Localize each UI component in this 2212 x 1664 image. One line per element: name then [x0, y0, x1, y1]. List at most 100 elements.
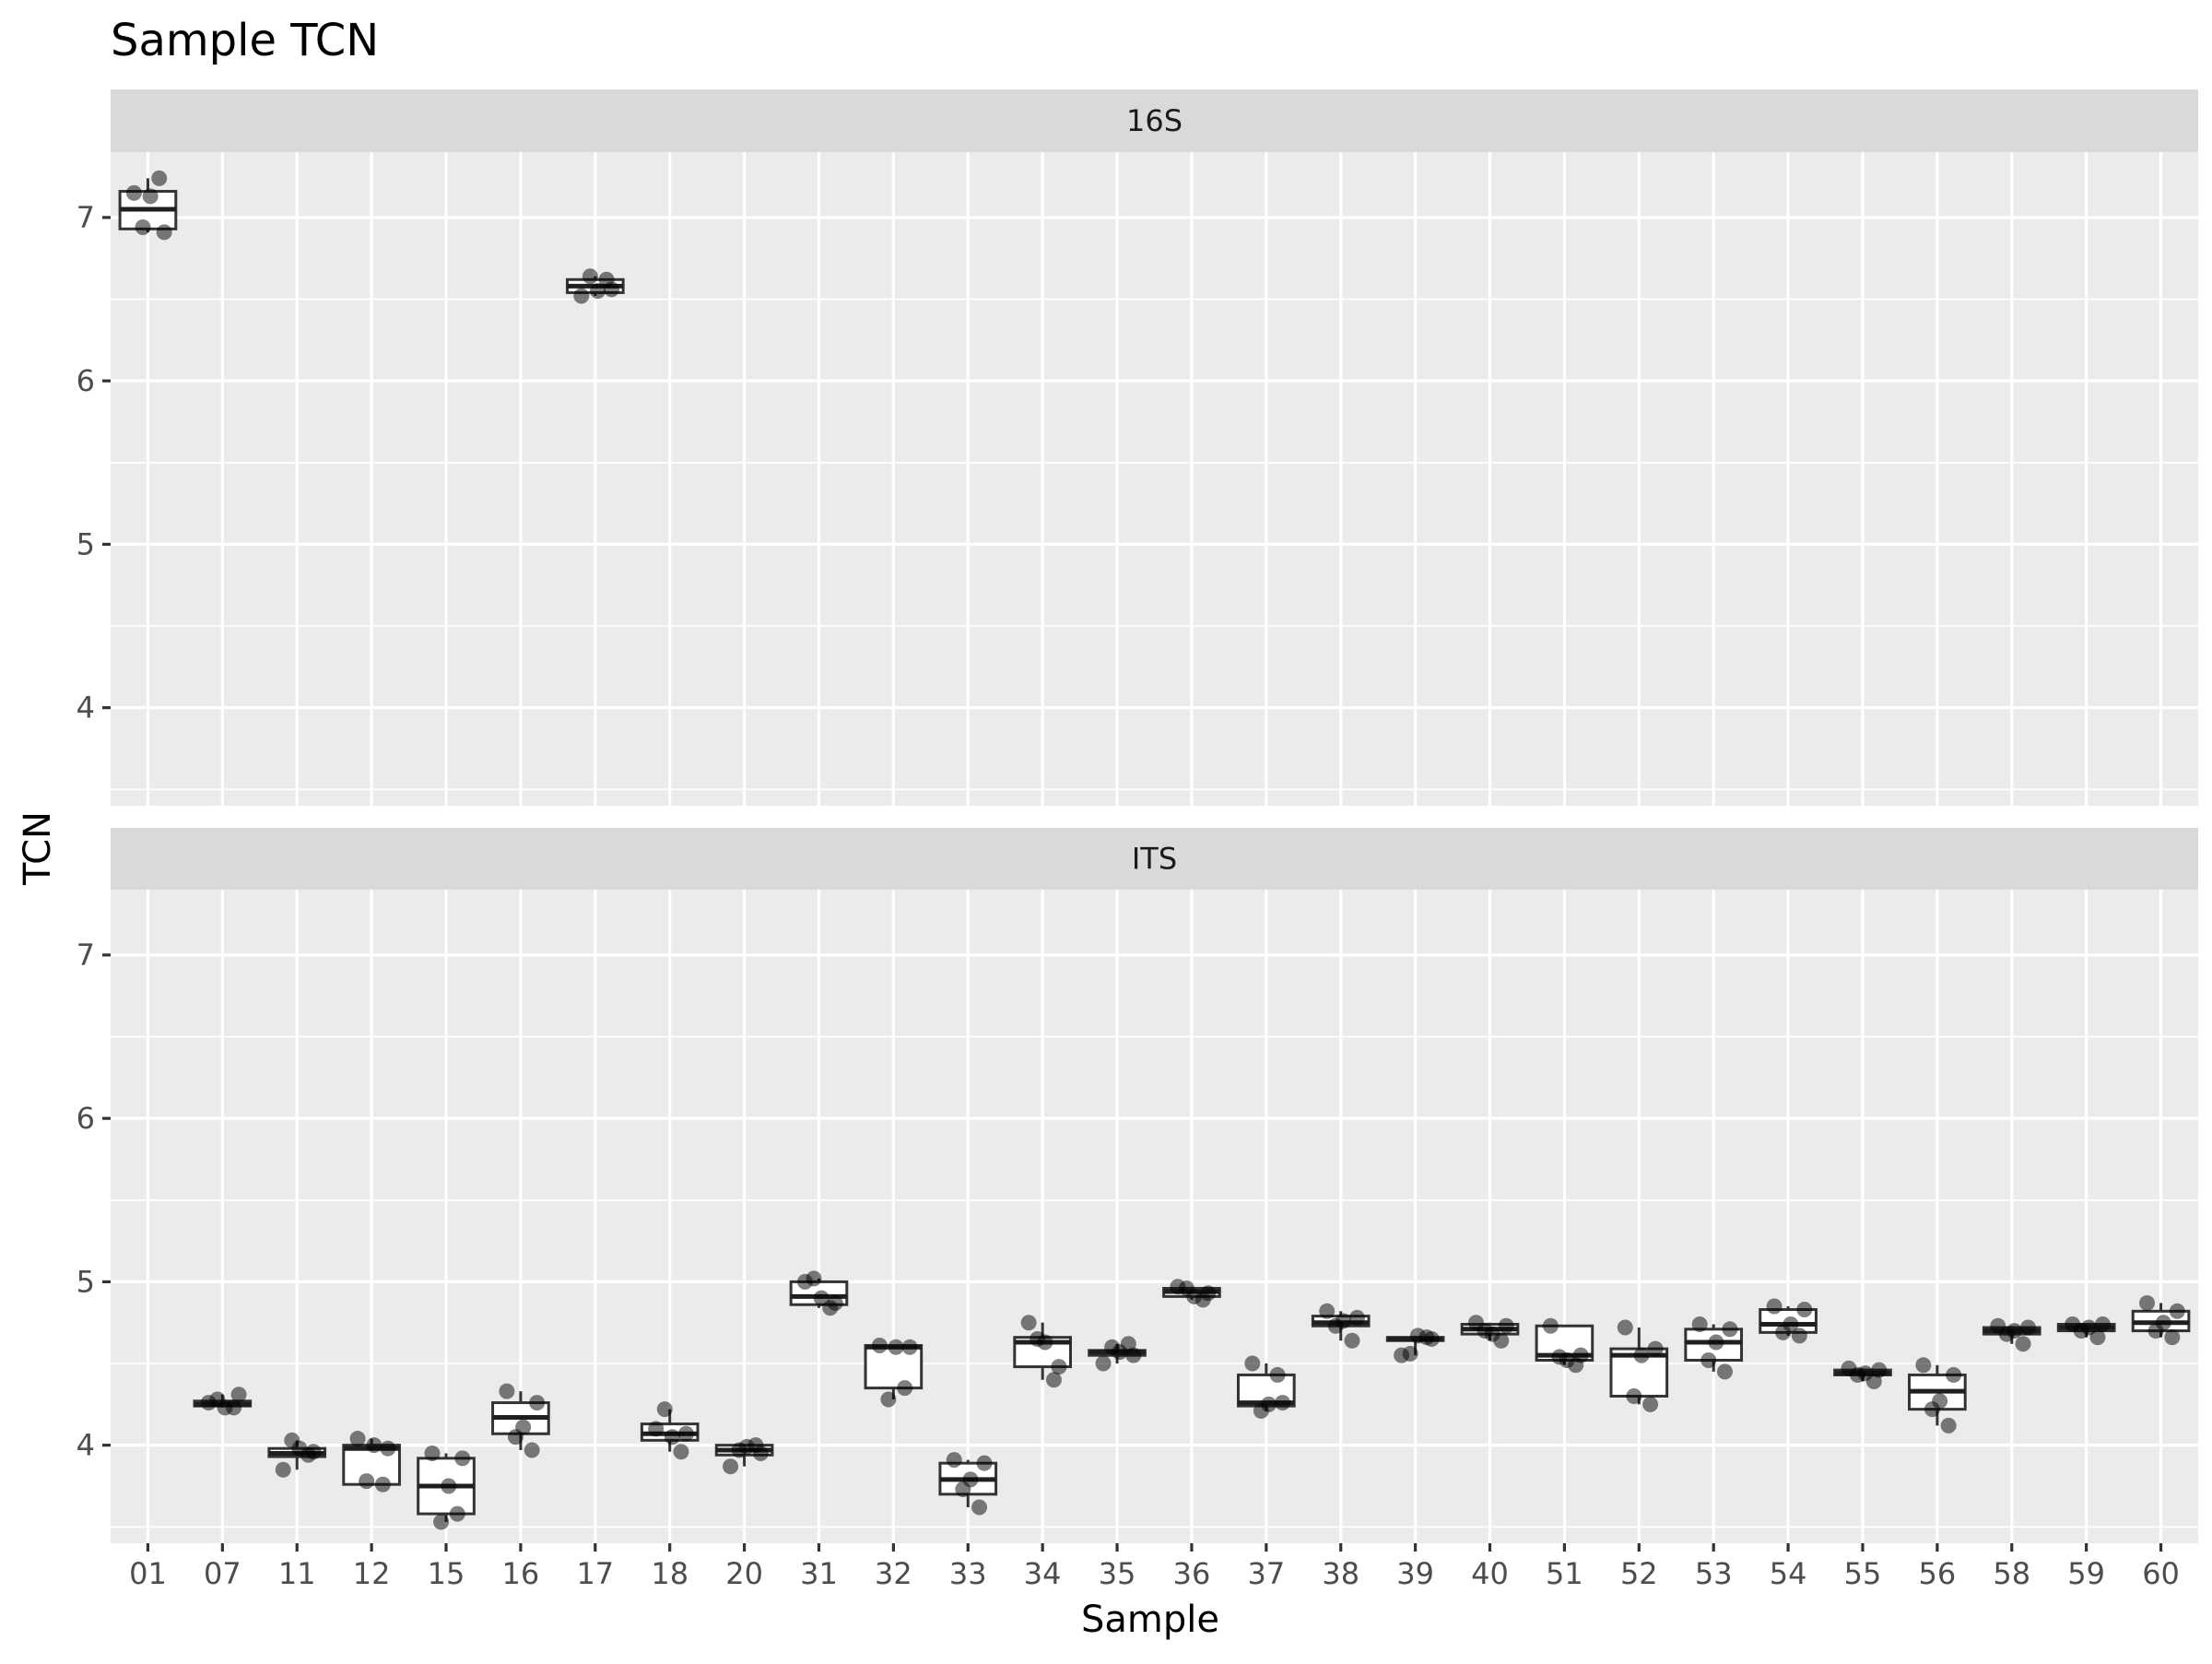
- y-tick-label: 5: [76, 1264, 95, 1299]
- data-point: [524, 1442, 540, 1458]
- data-point: [1020, 1315, 1037, 1331]
- data-point: [2080, 1319, 2097, 1336]
- data-point: [1186, 1288, 1203, 1304]
- box-51: [1535, 1317, 1594, 1374]
- box-36: [1162, 1279, 1221, 1308]
- box-16: [491, 1383, 550, 1458]
- box-56: [1908, 1357, 1967, 1434]
- data-point: [1559, 1351, 1575, 1368]
- data-point: [806, 1270, 822, 1287]
- data-point: [380, 1440, 396, 1457]
- gridlines: [111, 152, 2198, 806]
- data-point: [1244, 1355, 1261, 1372]
- data-point: [424, 1446, 441, 1462]
- data-point: [664, 1429, 680, 1446]
- x-tick-label: 38: [1322, 1556, 1359, 1591]
- x-axis: 01 07 11 12 15 16 17 18 20 31 32 33 34 35 36 37 38 39 40 51…: [129, 1543, 2180, 1591]
- data-point: [135, 219, 151, 236]
- data-point: [125, 184, 142, 201]
- x-tick-label: 53: [1695, 1556, 1733, 1591]
- y-tick-label: 4: [76, 690, 95, 726]
- data-point: [1319, 1303, 1335, 1319]
- panel-background: [111, 890, 2198, 1543]
- data-point: [366, 1437, 382, 1454]
- box-18: [640, 1401, 700, 1460]
- box-54: [1759, 1298, 1818, 1344]
- data-point: [2006, 1323, 2022, 1339]
- data-point: [2015, 1336, 2031, 1352]
- data-point: [1708, 1334, 1724, 1351]
- data-point: [946, 1452, 962, 1469]
- box-01: [118, 170, 178, 241]
- data-point: [677, 1425, 694, 1442]
- data-point: [2139, 1294, 2156, 1311]
- data-point: [349, 1431, 366, 1447]
- y-tick-label: 6: [76, 1101, 95, 1136]
- data-point: [871, 1338, 888, 1354]
- data-point: [1112, 1344, 1128, 1361]
- data-point: [1791, 1328, 1807, 1344]
- box-32: [864, 1338, 924, 1408]
- data-point: [2155, 1315, 2171, 1331]
- data-point: [880, 1391, 897, 1408]
- data-point: [604, 281, 620, 298]
- x-tick-label: 33: [949, 1556, 987, 1591]
- box-33: [938, 1452, 998, 1516]
- data-point: [1402, 1345, 1418, 1362]
- box-11: [267, 1432, 327, 1478]
- data-point: [1051, 1359, 1067, 1375]
- x-tick-label: 16: [502, 1556, 540, 1591]
- box-31: [789, 1270, 849, 1316]
- data-point: [359, 1473, 375, 1490]
- data-point: [1700, 1351, 1717, 1368]
- x-tick-label: 58: [1993, 1556, 2030, 1591]
- x-tick-label: 17: [576, 1556, 614, 1591]
- data-point: [2020, 1319, 2037, 1336]
- data-point: [976, 1455, 993, 1471]
- x-tick-label: 12: [353, 1556, 391, 1591]
- data-point: [1335, 1313, 1351, 1329]
- chart-title: Sample TCN: [111, 15, 379, 66]
- data-point: [1871, 1362, 1888, 1378]
- data-point: [1946, 1366, 1962, 1383]
- data-point: [454, 1450, 471, 1467]
- x-tick-label: 07: [204, 1556, 241, 1591]
- y-tick-label: 7: [76, 200, 95, 235]
- box-58: [1982, 1317, 2041, 1352]
- y-tick-label: 4: [76, 1428, 95, 1463]
- x-tick-label: 56: [1919, 1556, 1957, 1591]
- data-point: [441, 1478, 457, 1494]
- data-point: [1932, 1393, 1948, 1410]
- data-point: [752, 1446, 769, 1462]
- facet-panels: 16S 4 5 6 7 ITS 4 5 6 7: [76, 89, 2198, 1543]
- x-tick-label: 18: [651, 1556, 688, 1591]
- data-point: [1796, 1302, 1813, 1318]
- data-point: [901, 1339, 918, 1355]
- data-point: [499, 1383, 515, 1399]
- box-38: [1311, 1303, 1371, 1349]
- data-point: [2169, 1303, 2185, 1319]
- data-point: [897, 1380, 913, 1397]
- x-tick-label: 31: [800, 1556, 838, 1591]
- data-point: [2164, 1329, 2181, 1346]
- data-point: [1045, 1372, 1062, 1388]
- data-point: [1716, 1363, 1733, 1380]
- box-53: [1684, 1316, 1744, 1380]
- data-point: [1269, 1366, 1286, 1383]
- data-point: [529, 1395, 546, 1411]
- data-point: [1348, 1309, 1365, 1326]
- x-tick-label: 54: [1770, 1556, 1807, 1591]
- box-35: [1088, 1336, 1147, 1372]
- data-point: [1722, 1321, 1738, 1338]
- box-12: [342, 1431, 401, 1493]
- data-point: [1572, 1347, 1589, 1363]
- data-point: [217, 1399, 233, 1416]
- facet-strip: [111, 828, 2198, 890]
- data-point: [1275, 1395, 1291, 1411]
- x-axis-title: Sample: [1081, 1599, 1219, 1641]
- x-tick-label: 01: [129, 1556, 167, 1591]
- facet-strip-label: 16S: [1126, 103, 1182, 138]
- data-point: [1484, 1326, 1500, 1342]
- x-tick-label: 59: [2067, 1556, 2105, 1591]
- data-point: [156, 224, 172, 241]
